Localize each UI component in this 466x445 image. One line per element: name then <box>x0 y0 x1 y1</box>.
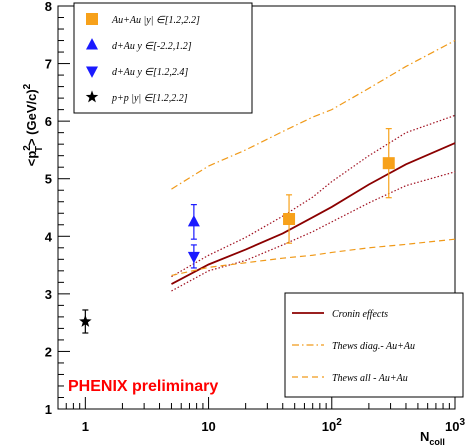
legend-models: Cronin effects Thews diag.- Au+Au Thews al… <box>284 292 464 398</box>
legend-label: Cronin effects <box>332 309 388 320</box>
legend-marker-triangle-up <box>86 38 98 50</box>
legend-label: d+Au y ∈[1.2,2.4] <box>112 67 188 78</box>
curve-cronin-effects <box>171 142 456 285</box>
model-curves <box>171 40 456 292</box>
plot-frame <box>57 5 456 410</box>
data-point-triangle-down <box>187 251 200 264</box>
y-tick-label: 6 <box>45 114 52 129</box>
y-tick-label: 1 <box>45 402 52 417</box>
legend-marker-star <box>85 90 99 103</box>
curve-thews-all-au-au <box>171 238 456 277</box>
y-tick-label: 4 <box>45 229 53 244</box>
y-tick-label: 7 <box>45 57 52 72</box>
plot-area <box>57 5 456 410</box>
x-tick-label: 1 <box>82 419 89 434</box>
data-point-square <box>382 157 395 170</box>
y-tick-label: 3 <box>45 287 52 302</box>
legend-measurements: Au+Au |y| ∈[1.2,2.2] d+Au y ∈[-2.2,1.2] d+… <box>73 2 253 114</box>
legend-label: d+Au y ∈[-2.2,1.2] <box>112 41 192 52</box>
y-tick-label: 2 <box>45 344 52 359</box>
data-point-star <box>79 314 92 327</box>
y-tick-label: 5 <box>45 172 52 187</box>
x-tick-label: 102 <box>322 417 342 434</box>
legend-label: Au+Au |y| ∈[1.2,2.2] <box>111 15 200 26</box>
data-point-triangle-up <box>187 214 200 227</box>
y-tick-label: 8 <box>45 0 52 14</box>
x-tick-label: 10 <box>201 419 215 434</box>
x-tick-label: 103 <box>445 417 465 434</box>
legend-marker-square <box>86 13 98 25</box>
x-axis-label: Ncoll <box>420 429 445 445</box>
data-point-square <box>283 213 296 226</box>
curve-thews-diag-au-au <box>171 40 456 190</box>
legend-label: Thews all - Au+Au <box>332 373 408 384</box>
axes: 1 10 102 103 1 2 3 4 5 6 7 8 <p2T> (GeV/c)2 Ncoll <box>22 0 465 445</box>
curve-band-1 <box>171 114 456 278</box>
legend-label: p+p |y| ∈[1.2,2.2] <box>111 93 188 104</box>
legend-top-box <box>73 2 253 114</box>
data-points <box>79 128 395 334</box>
legend-label: Thews diag.- Au+Au <box>332 341 415 352</box>
phenix-preliminary-label: PHENIX preliminary <box>68 378 218 395</box>
legend-marker-triangle-down <box>86 66 98 78</box>
legend-bottom-box <box>284 292 464 398</box>
y-axis-label: <p2T> (GeV/c)2 <box>22 83 45 166</box>
